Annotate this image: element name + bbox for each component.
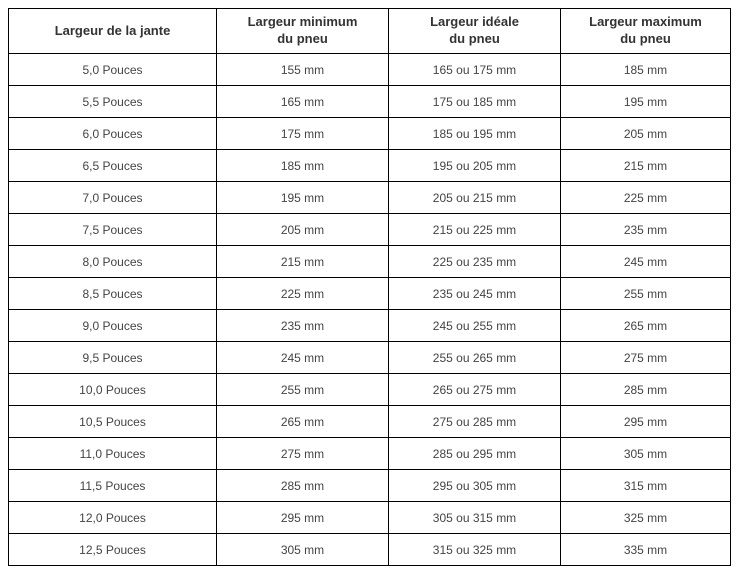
table-cell: 315 mm <box>561 470 731 502</box>
table-cell: 205 mm <box>561 118 731 150</box>
table-cell: 275 mm <box>561 342 731 374</box>
table-cell: 185 ou 195 mm <box>389 118 561 150</box>
table-cell: 9,0 Pouces <box>9 310 217 342</box>
table-row: 7,0 Pouces195 mm205 ou 215 mm225 mm <box>9 182 731 214</box>
table-cell: 6,5 Pouces <box>9 150 217 182</box>
table-cell: 275 mm <box>217 438 389 470</box>
table-header-row: Largeur de la jante Largeur minimumdu pn… <box>9 9 731 54</box>
table-cell: 255 mm <box>217 374 389 406</box>
table-cell: 11,5 Pouces <box>9 470 217 502</box>
table-cell: 7,5 Pouces <box>9 214 217 246</box>
table-row: 9,0 Pouces235 mm245 ou 255 mm265 mm <box>9 310 731 342</box>
col-header-min-tire: Largeur minimumdu pneu <box>217 9 389 54</box>
table-cell: 185 mm <box>217 150 389 182</box>
table-row: 8,0 Pouces215 mm225 ou 235 mm245 mm <box>9 246 731 278</box>
table-row: 11,5 Pouces285 mm295 ou 305 mm315 mm <box>9 470 731 502</box>
table-cell: 225 mm <box>217 278 389 310</box>
table-row: 6,0 Pouces175 mm185 ou 195 mm205 mm <box>9 118 731 150</box>
table-cell: 305 mm <box>217 534 389 566</box>
table-cell: 325 mm <box>561 502 731 534</box>
table-cell: 215 mm <box>217 246 389 278</box>
table-row: 12,0 Pouces295 mm305 ou 315 mm325 mm <box>9 502 731 534</box>
table-cell: 265 ou 275 mm <box>389 374 561 406</box>
table-cell: 6,0 Pouces <box>9 118 217 150</box>
table-cell: 195 mm <box>217 182 389 214</box>
table-cell: 215 ou 225 mm <box>389 214 561 246</box>
table-cell: 215 mm <box>561 150 731 182</box>
table-cell: 245 ou 255 mm <box>389 310 561 342</box>
table-row: 8,5 Pouces225 mm235 ou 245 mm255 mm <box>9 278 731 310</box>
table-row: 9,5 Pouces245 mm255 ou 265 mm275 mm <box>9 342 731 374</box>
table-cell: 225 mm <box>561 182 731 214</box>
table-cell: 245 mm <box>217 342 389 374</box>
table-cell: 265 mm <box>217 406 389 438</box>
table-cell: 195 mm <box>561 86 731 118</box>
table-cell: 225 ou 235 mm <box>389 246 561 278</box>
table-cell: 235 mm <box>217 310 389 342</box>
table-cell: 165 ou 175 mm <box>389 54 561 86</box>
table-row: 5,5 Pouces165 mm175 ou 185 mm195 mm <box>9 86 731 118</box>
table-cell: 5,5 Pouces <box>9 86 217 118</box>
table-cell: 285 mm <box>561 374 731 406</box>
table-cell: 295 mm <box>217 502 389 534</box>
table-row: 6,5 Pouces185 mm195 ou 205 mm215 mm <box>9 150 731 182</box>
table-cell: 305 ou 315 mm <box>389 502 561 534</box>
table-cell: 285 ou 295 mm <box>389 438 561 470</box>
table-cell: 10,0 Pouces <box>9 374 217 406</box>
table-cell: 165 mm <box>217 86 389 118</box>
table-cell: 295 mm <box>561 406 731 438</box>
col-header-rim-width: Largeur de la jante <box>9 9 217 54</box>
table-cell: 205 mm <box>217 214 389 246</box>
table-cell: 7,0 Pouces <box>9 182 217 214</box>
table-cell: 295 ou 305 mm <box>389 470 561 502</box>
table-cell: 195 ou 205 mm <box>389 150 561 182</box>
table-cell: 155 mm <box>217 54 389 86</box>
table-cell: 8,0 Pouces <box>9 246 217 278</box>
table-cell: 8,5 Pouces <box>9 278 217 310</box>
table-cell: 255 mm <box>561 278 731 310</box>
col-header-ideal-tire: Largeur idéaledu pneu <box>389 9 561 54</box>
table-cell: 305 mm <box>561 438 731 470</box>
table-cell: 10,5 Pouces <box>9 406 217 438</box>
table-cell: 12,5 Pouces <box>9 534 217 566</box>
col-header-max-tire: Largeur maximumdu pneu <box>561 9 731 54</box>
table-cell: 175 mm <box>217 118 389 150</box>
table-cell: 285 mm <box>217 470 389 502</box>
table-cell: 315 ou 325 mm <box>389 534 561 566</box>
table-cell: 265 mm <box>561 310 731 342</box>
table-cell: 245 mm <box>561 246 731 278</box>
table-cell: 12,0 Pouces <box>9 502 217 534</box>
table-row: 10,0 Pouces255 mm265 ou 275 mm285 mm <box>9 374 731 406</box>
table-row: 12,5 Pouces305 mm315 ou 325 mm335 mm <box>9 534 731 566</box>
table-row: 11,0 Pouces275 mm285 ou 295 mm305 mm <box>9 438 731 470</box>
table-row: 5,0 Pouces155 mm165 ou 175 mm185 mm <box>9 54 731 86</box>
table-cell: 275 ou 285 mm <box>389 406 561 438</box>
table-row: 10,5 Pouces265 mm275 ou 285 mm295 mm <box>9 406 731 438</box>
table-cell: 235 ou 245 mm <box>389 278 561 310</box>
table-cell: 9,5 Pouces <box>9 342 217 374</box>
table-cell: 11,0 Pouces <box>9 438 217 470</box>
table-cell: 235 mm <box>561 214 731 246</box>
table-cell: 255 ou 265 mm <box>389 342 561 374</box>
table-row: 7,5 Pouces205 mm215 ou 225 mm235 mm <box>9 214 731 246</box>
table-body: 5,0 Pouces155 mm165 ou 175 mm185 mm5,5 P… <box>9 54 731 566</box>
table-cell: 335 mm <box>561 534 731 566</box>
table-cell: 175 ou 185 mm <box>389 86 561 118</box>
table-cell: 205 ou 215 mm <box>389 182 561 214</box>
rim-tire-width-table: Largeur de la jante Largeur minimumdu pn… <box>8 8 731 566</box>
table-cell: 5,0 Pouces <box>9 54 217 86</box>
table-cell: 185 mm <box>561 54 731 86</box>
